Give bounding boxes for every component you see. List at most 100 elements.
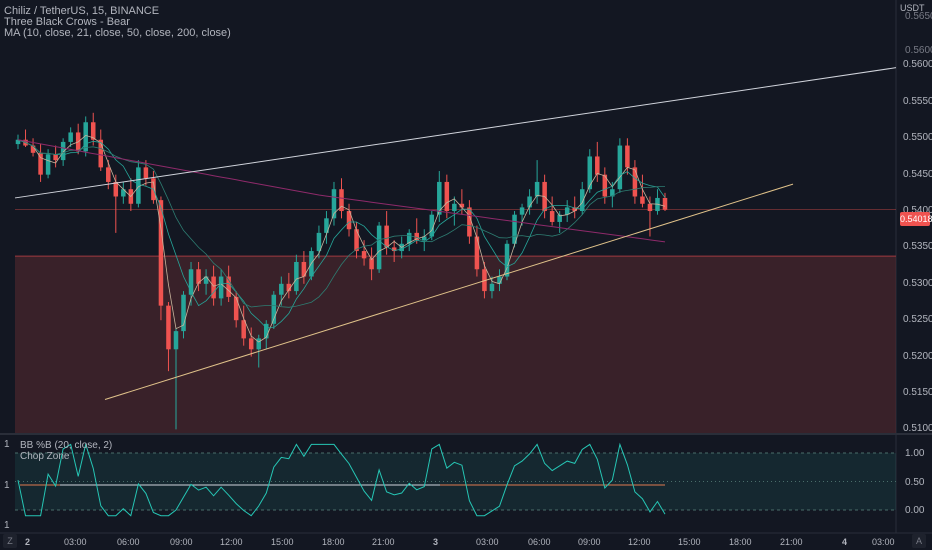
candle-body [196,269,201,284]
time-tick-label: 03:00 [64,537,87,547]
candle-body [113,181,119,197]
pane-left-label-1: 1 [4,439,10,450]
candle-body [572,207,577,212]
candle-body [429,214,435,237]
time-tick-label: 15:00 [271,537,294,547]
symbol-title: Chiliz / TetherUS, 15, BINANCE [4,5,160,17]
candle-body [218,276,224,299]
candle-body [640,196,645,204]
candle-body [121,189,126,197]
candle-body [241,320,246,339]
candle-body [391,247,397,252]
candle-body [662,197,668,210]
candle-body [271,294,277,324]
candle-body [301,261,307,277]
candle-body [38,152,43,175]
time-tick-label: 03:00 [476,537,499,547]
candle-body [264,323,269,339]
candle-body [60,141,66,161]
candle-body [549,211,555,222]
candle-body [136,167,141,204]
time-tick-label: 09:00 [578,537,601,547]
price-axis-partial-top: 0.56500 [905,11,932,22]
upper-trendline [14,67,897,199]
candle-body [452,203,457,212]
candle-body [557,214,562,222]
candle-body [143,167,149,179]
time-tick-label: 4 [842,537,848,547]
candle-body [279,283,284,295]
candle-body [248,338,254,350]
chop-zone-label[interactable]: Chop Zone [20,451,70,462]
time-tick-label: 09:00 [170,537,193,547]
candle-body [188,269,194,295]
candle-body [369,258,374,270]
candle-body [376,225,382,270]
candle-body [414,232,419,241]
candle-body [83,122,88,152]
candle-body [339,189,344,212]
candle-body [474,236,480,270]
bb-indicator-label[interactable]: BB %B (20, close, 2) [20,440,113,451]
ma-indicator-label[interactable]: MA (10, close, 21, close, 50, close, 200… [4,27,231,39]
candle-body [158,200,164,306]
candle-body [595,156,600,175]
lower-trendline [104,183,794,401]
candle-body [512,214,517,244]
currency-label: USDT [900,3,925,13]
zoom-button[interactable]: Z [3,534,17,548]
candle-body [625,145,630,168]
time-tick-label: 3 [433,537,439,547]
candle-body [406,232,412,244]
candle-body [53,154,58,161]
candle-body [203,276,209,284]
candle-body [15,139,21,145]
time-tick-label: 2 [25,537,31,547]
candle-body [632,167,638,197]
candle-body [211,276,216,299]
candle-body [527,196,532,208]
candle-body [173,331,179,350]
candle-body [294,261,299,292]
candle-body [181,294,186,332]
ma10-line [17,134,666,343]
time-tick-label: 06:00 [528,537,551,547]
time-tick-label: 21:00 [780,537,803,547]
candle-body [354,229,359,252]
auto-scale-button[interactable]: A [912,534,926,548]
ma200-line [17,139,666,243]
candle-body [68,132,73,142]
candle-body [98,139,104,168]
candle-body [256,338,262,350]
time-tick-label: 12:00 [628,537,651,547]
candle-body [30,145,36,153]
candle-body [459,203,465,208]
candle-body [467,207,472,237]
candle-body [106,167,111,182]
candle-body [482,269,487,292]
pane-left-label-3: 1 [4,520,10,531]
time-tick-label: 12:00 [220,537,243,547]
candle-body [497,276,502,284]
candle-body [647,203,653,212]
candle-body [166,305,171,350]
candle-body [602,174,608,197]
candle-body [617,145,623,190]
candle-body [519,207,525,215]
candle-body [504,243,510,277]
time-tick-label: 06:00 [117,537,140,547]
ma21-line [17,139,666,329]
ma50-line [17,139,666,308]
candle-body [437,181,442,215]
